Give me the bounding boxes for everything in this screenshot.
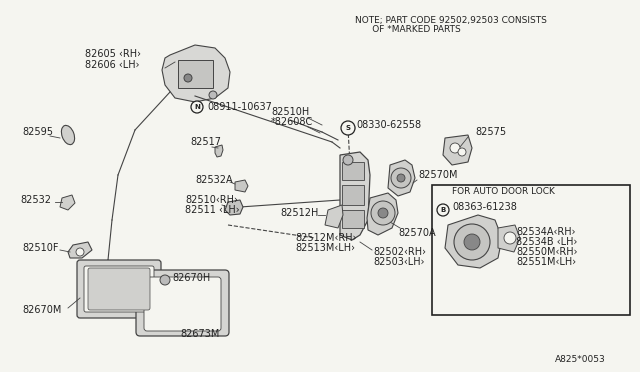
Circle shape	[341, 121, 355, 135]
FancyBboxPatch shape	[136, 270, 229, 336]
Polygon shape	[325, 205, 343, 228]
Text: 82510H: 82510H	[271, 107, 309, 117]
Text: 82605 ‹RH›: 82605 ‹RH›	[85, 49, 141, 59]
Text: 82534B ‹LH›: 82534B ‹LH›	[516, 237, 577, 247]
Text: 82534A‹RH›: 82534A‹RH›	[516, 227, 575, 237]
Circle shape	[378, 208, 388, 218]
Text: 82517: 82517	[190, 137, 221, 147]
Circle shape	[437, 204, 449, 216]
Polygon shape	[235, 180, 248, 192]
Circle shape	[450, 143, 460, 153]
Text: 82673M: 82673M	[180, 329, 220, 339]
FancyBboxPatch shape	[84, 266, 154, 312]
Text: 82512H: 82512H	[280, 208, 318, 218]
Text: NOTE; PART CODE 92502,92503 CONSISTS: NOTE; PART CODE 92502,92503 CONSISTS	[355, 16, 547, 25]
Text: 08330-62558: 08330-62558	[356, 120, 421, 130]
Polygon shape	[367, 193, 398, 235]
Bar	[432, 185, 630, 315]
Bar	[342, 185, 364, 205]
Circle shape	[343, 155, 353, 165]
Polygon shape	[445, 215, 502, 268]
Ellipse shape	[61, 125, 75, 145]
Polygon shape	[60, 195, 75, 210]
Text: 08363-61238: 08363-61238	[452, 202, 517, 212]
Text: *82608C: *82608C	[271, 117, 313, 127]
Text: 82532A: 82532A	[195, 175, 232, 185]
Text: 82551M‹LH›: 82551M‹LH›	[516, 257, 576, 267]
Text: 82670M: 82670M	[22, 305, 61, 315]
Circle shape	[454, 224, 490, 260]
Text: B: B	[440, 207, 445, 213]
Circle shape	[209, 91, 217, 99]
Bar	[342, 210, 364, 228]
Text: 82513M‹LH›: 82513M‹LH›	[295, 243, 355, 253]
Text: 82511 ‹LH›: 82511 ‹LH›	[185, 205, 239, 215]
Text: 82570A: 82570A	[398, 228, 436, 238]
Text: 82503‹LH›: 82503‹LH›	[373, 257, 424, 267]
Text: N: N	[194, 104, 200, 110]
Text: 82595: 82595	[22, 127, 53, 137]
Text: 82510F: 82510F	[22, 243, 58, 253]
Polygon shape	[162, 45, 230, 102]
Text: 82606 ‹LH›: 82606 ‹LH›	[85, 60, 140, 70]
Polygon shape	[215, 145, 223, 157]
Polygon shape	[340, 152, 370, 240]
Circle shape	[184, 74, 192, 82]
Text: 82670H: 82670H	[172, 273, 211, 283]
Text: 82550M‹RH›: 82550M‹RH›	[516, 247, 577, 257]
Polygon shape	[68, 242, 92, 258]
Polygon shape	[443, 135, 472, 165]
FancyBboxPatch shape	[77, 260, 161, 318]
Text: 82502‹RH›: 82502‹RH›	[373, 247, 426, 257]
Text: 82510‹RH›: 82510‹RH›	[185, 195, 238, 205]
Circle shape	[76, 248, 84, 256]
Circle shape	[391, 168, 411, 188]
Circle shape	[191, 101, 203, 113]
Text: 82512M‹RH›: 82512M‹RH›	[295, 233, 356, 243]
Circle shape	[397, 174, 405, 182]
Text: 08911-10637: 08911-10637	[207, 102, 272, 112]
Bar	[342, 162, 364, 180]
Circle shape	[371, 201, 395, 225]
Text: 82570M: 82570M	[418, 170, 458, 180]
FancyBboxPatch shape	[88, 268, 150, 310]
Polygon shape	[225, 200, 243, 215]
Text: OF *MARKED PARTS: OF *MARKED PARTS	[355, 26, 461, 35]
Text: FOR AUTO DOOR LOCK: FOR AUTO DOOR LOCK	[452, 187, 555, 196]
Circle shape	[504, 232, 516, 244]
Text: 82532: 82532	[20, 195, 51, 205]
Circle shape	[458, 148, 466, 156]
Polygon shape	[498, 225, 520, 252]
Polygon shape	[388, 160, 415, 196]
Text: S: S	[346, 125, 351, 131]
FancyBboxPatch shape	[144, 277, 221, 331]
Bar	[178, 60, 213, 88]
Circle shape	[464, 234, 480, 250]
Text: 82575: 82575	[475, 127, 506, 137]
Circle shape	[160, 275, 170, 285]
Text: A825*0053: A825*0053	[555, 356, 605, 365]
